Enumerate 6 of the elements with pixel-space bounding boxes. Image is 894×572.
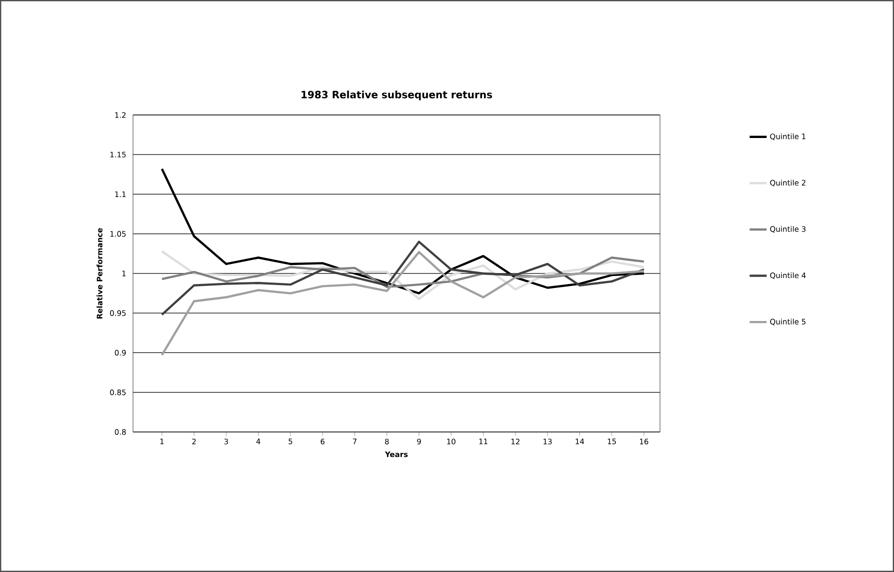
line-series	[160, 256, 646, 288]
line-series	[160, 250, 646, 356]
line-series	[160, 240, 646, 316]
line-series	[160, 168, 646, 294]
line-series	[160, 250, 646, 300]
chart-title: 1983 Relative subsequent returns	[302, 90, 492, 100]
